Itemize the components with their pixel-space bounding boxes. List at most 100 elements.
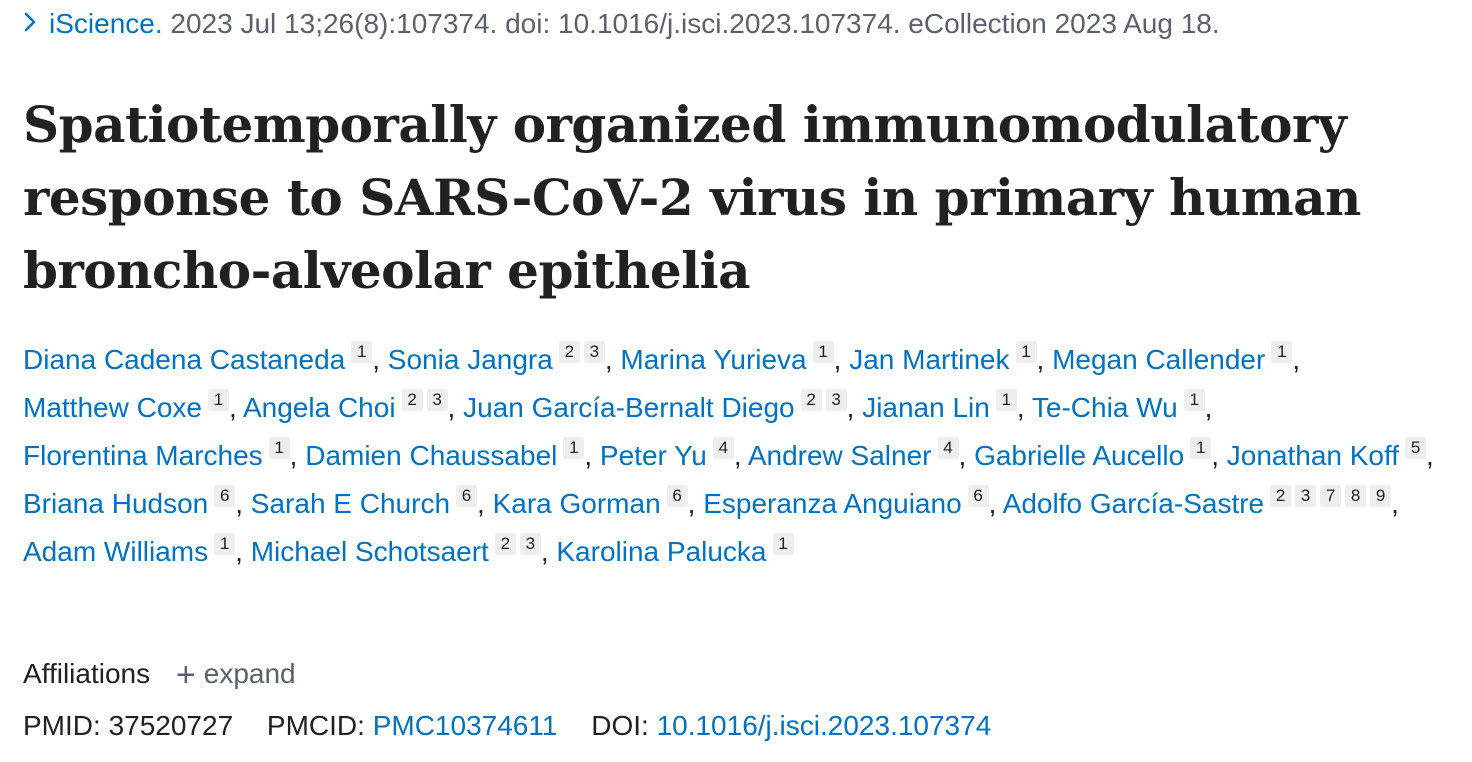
pmcid-group: PMCID: PMC10374611 — [267, 710, 565, 741]
expand-label: expand — [203, 658, 296, 689]
author-name-link[interactable]: Diana Cadena Castaneda — [23, 344, 346, 375]
affiliation-badge[interactable]: 4 — [712, 437, 734, 459]
affiliation-badge[interactable]: 1 — [1190, 437, 1212, 459]
affiliation-badge[interactable]: 3 — [1295, 485, 1317, 507]
author-name-link[interactable]: Briana Hudson — [23, 488, 209, 519]
affiliation-badge[interactable]: 3 — [519, 533, 541, 555]
author-name-link[interactable]: Adam Williams — [23, 536, 209, 567]
affiliation-badge[interactable]: 9 — [1370, 485, 1392, 507]
affiliation-badge[interactable]: 1 — [995, 389, 1017, 411]
author-separator: , — [1204, 392, 1213, 423]
article-title: Spatiotemporally organized immunomodulat… — [23, 95, 1361, 300]
author-separator: , — [1292, 344, 1301, 375]
author-name-link[interactable]: Kara Gorman — [492, 488, 661, 519]
affiliation-badge[interactable]: 3 — [426, 389, 448, 411]
author-name-link[interactable]: Angela Choi — [242, 392, 396, 423]
author-name-link[interactable]: Andrew Salner — [747, 440, 932, 471]
author-separator: , — [1391, 488, 1399, 519]
author-name-link[interactable]: Te-Chia Wu — [1031, 392, 1178, 423]
chevron-right-icon-svg — [24, 12, 36, 31]
author-separator: , — [235, 488, 244, 519]
affiliation-badge[interactable]: 2 — [494, 533, 516, 555]
doi-group: DOI: 10.1016/j.isci.2023.107374 — [591, 710, 991, 741]
journal-link[interactable]: iScience. — [49, 8, 163, 39]
author-separator: , — [846, 392, 855, 423]
author-name-link[interactable]: Matthew Coxe — [23, 392, 202, 423]
author-item: Gabrielle Aucello 1, — [974, 437, 1219, 471]
author-separator: , — [687, 488, 696, 519]
author-name-link[interactable]: Megan Callender — [1052, 344, 1266, 375]
author-separator: , — [958, 440, 967, 471]
author-name-link[interactable]: Esperanza Anguiano — [703, 488, 962, 519]
author-separator: , — [540, 536, 549, 567]
affiliation-badge[interactable]: 1 — [1271, 341, 1293, 363]
affiliation-badge[interactable]: 1 — [268, 437, 290, 459]
author-item: Te-Chia Wu 1, — [1031, 389, 1213, 423]
author-separator: , — [988, 488, 997, 519]
affiliation-badge[interactable]: 6 — [666, 485, 688, 507]
author-item: Jonathan Koff 5, — [1226, 437, 1434, 471]
author-item: Sonia Jangra 2 3, — [387, 341, 613, 375]
doi-link[interactable]: 10.1016/j.isci.2023.107374 — [656, 710, 992, 741]
affiliation-badge[interactable]: 1 — [772, 533, 794, 555]
author-separator: , — [372, 344, 381, 375]
author-name-link[interactable]: Karolina Palucka — [556, 536, 767, 567]
affiliation-badge[interactable]: 8 — [1345, 485, 1367, 507]
author-name-link[interactable]: Michael Schotsaert — [250, 536, 489, 567]
author-item: Damien Chaussabel 1, — [305, 437, 593, 471]
affiliation-badge[interactable]: 1 — [1183, 389, 1205, 411]
doi-label: DOI: — [591, 710, 649, 741]
pmcid-link[interactable]: PMC10374611 — [372, 710, 558, 741]
author-name-link[interactable]: Florentina Marches — [23, 440, 263, 471]
author-name-link[interactable]: Jianan Lin — [862, 392, 990, 423]
author-item: Diana Cadena Castaneda 1, — [23, 341, 381, 375]
author-name-link[interactable]: Damien Chaussabel — [305, 440, 558, 471]
author-separator: , — [733, 440, 742, 471]
author-item: Jan Martinek 1, — [849, 341, 1044, 375]
chevron-right-icon[interactable] — [23, 6, 37, 42]
author-separator: , — [1016, 392, 1025, 423]
affiliation-badge[interactable]: 6 — [456, 485, 478, 507]
affiliation-badge[interactable]: 2 — [1270, 485, 1292, 507]
author-separator: , — [1211, 440, 1219, 471]
affiliation-badge[interactable]: 7 — [1320, 485, 1342, 507]
pmid-group: PMID: 37520727 — [23, 710, 241, 741]
author-name-link[interactable]: Sonia Jangra — [387, 344, 553, 375]
author-item: Andrew Salner 4, — [747, 437, 967, 471]
pmid-value: 37520727 — [108, 710, 234, 741]
affiliations-row: Affiliations + expand — [23, 654, 296, 694]
identifiers-row: PMID: 37520727 PMCID: PMC10374611 DOI: 1… — [23, 706, 1017, 746]
affiliation-badge[interactable]: 2 — [558, 341, 580, 363]
affiliation-badge[interactable]: 1 — [351, 341, 373, 363]
affiliation-badge[interactable]: 3 — [825, 389, 847, 411]
author-separator: , — [289, 440, 298, 471]
affiliation-badge[interactable]: 6 — [214, 485, 236, 507]
author-name-link[interactable]: Peter Yu — [599, 440, 707, 471]
affiliation-badge[interactable]: 1 — [1015, 341, 1037, 363]
affiliation-badge[interactable]: 4 — [937, 437, 959, 459]
affiliation-badge[interactable]: 1 — [214, 533, 236, 555]
author-name-link[interactable]: Marina Yurieva — [620, 344, 807, 375]
author-name-link[interactable]: Adolfo García-Sastre — [1002, 488, 1265, 519]
affiliation-badge[interactable]: 2 — [401, 389, 423, 411]
author-name-link[interactable]: Jonathan Koff — [1226, 440, 1400, 471]
author-name-link[interactable]: Sarah E Church — [250, 488, 451, 519]
author-item: Jianan Lin 1, — [862, 389, 1025, 423]
affiliation-badge[interactable]: 1 — [563, 437, 585, 459]
affiliation-badge[interactable]: 2 — [800, 389, 822, 411]
author-item: Florentina Marches 1, — [23, 437, 298, 471]
affiliation-badge[interactable]: 5 — [1405, 437, 1427, 459]
affiliation-badge[interactable]: 1 — [812, 341, 834, 363]
affiliation-badge[interactable]: 6 — [967, 485, 989, 507]
affiliation-badge[interactable]: 3 — [583, 341, 605, 363]
author-item: Peter Yu 4, — [599, 437, 742, 471]
author-name-link[interactable]: Jan Martinek — [849, 344, 1010, 375]
affiliation-badge[interactable]: 1 — [207, 389, 229, 411]
author-separator: , — [833, 344, 842, 375]
author-separator: , — [584, 440, 593, 471]
author-name-link[interactable]: Gabrielle Aucello — [974, 440, 1185, 471]
affiliations-expand-button[interactable]: + expand — [176, 658, 296, 692]
author-separator: , — [228, 392, 237, 423]
author-name-link[interactable]: Juan García-Bernalt Diego — [463, 392, 795, 423]
